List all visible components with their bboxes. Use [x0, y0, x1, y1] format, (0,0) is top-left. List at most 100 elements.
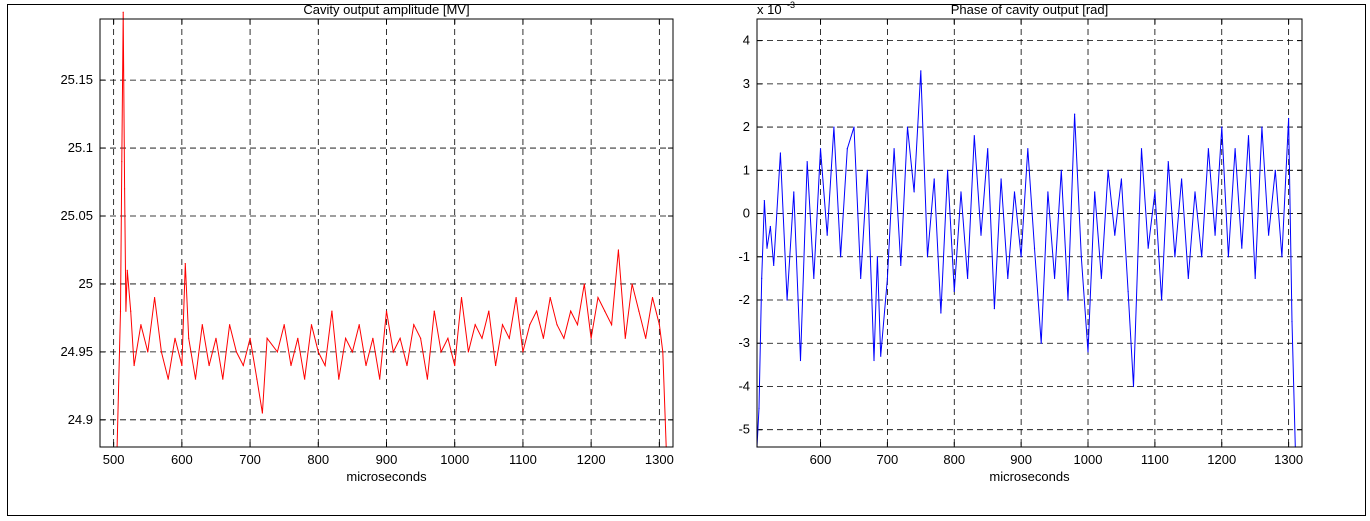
data-point: [508, 337, 510, 339]
x-tick-label: 900: [376, 452, 398, 467]
data-point: [413, 324, 415, 326]
data-point: [960, 191, 962, 193]
x-tick-label: 1200: [1207, 452, 1236, 467]
axis-exponent-label: x 10: [757, 2, 782, 17]
x-tick-label: 1200: [577, 452, 606, 467]
data-point: [426, 378, 429, 380]
data-point: [645, 337, 647, 339]
data-point: [529, 324, 531, 326]
data-point: [549, 296, 551, 299]
data-point: [940, 312, 942, 314]
data-point: [846, 148, 848, 150]
data-point: [1234, 148, 1236, 150]
data-point: [839, 256, 842, 258]
data-point: [583, 283, 585, 285]
data-point: [1047, 191, 1049, 193]
y-tick-label: 25: [79, 276, 93, 291]
data-point: [1100, 277, 1102, 279]
data-point: [140, 324, 142, 326]
data-point: [1033, 247, 1036, 249]
data-point: [1020, 256, 1022, 258]
data-point: [447, 337, 449, 339]
data-point: [1080, 256, 1082, 258]
data-point: [256, 378, 258, 380]
data-point: [365, 364, 367, 367]
x-tick-label: 600: [171, 452, 193, 467]
data-point: [813, 277, 815, 279]
data-point: [331, 310, 333, 312]
data-point: [799, 359, 802, 362]
data-point: [1247, 135, 1250, 137]
data-point: [379, 378, 381, 380]
y-tick-label: 25.05: [60, 208, 93, 223]
data-point: [266, 337, 268, 339]
data-point: [406, 364, 408, 367]
data-point: [624, 337, 626, 339]
data-point: [1127, 290, 1129, 292]
data-point: [1132, 385, 1135, 388]
data-point: [1154, 191, 1156, 193]
data-point: [763, 199, 765, 202]
data-point: [1094, 191, 1096, 193]
data-point: [167, 378, 169, 380]
data-point: [147, 351, 149, 353]
data-point: [351, 351, 353, 353]
y-tick-label: 3: [743, 76, 750, 91]
y-tick-label: 25.1: [68, 140, 93, 155]
y-tick-label: -4: [738, 378, 750, 393]
data-point: [1053, 277, 1056, 279]
data-point: [597, 296, 599, 299]
phase-plot: 600 700 800 900 1000 1100 1200 1300 -5 -4 -3 -2 -1 0 1…: [738, 0, 1303, 484]
data-point: [1000, 178, 1002, 180]
data-point: [651, 296, 654, 299]
data-point: [261, 412, 263, 414]
data-point: [229, 324, 231, 326]
data-point: [570, 310, 572, 312]
x-tick-label: 700: [877, 452, 899, 467]
data-point: [1288, 117, 1290, 120]
data-point: [1120, 178, 1123, 180]
data-point: [338, 378, 340, 380]
data-point: [488, 310, 490, 312]
x-tick-label: 1000: [440, 452, 469, 467]
x-tick-label: 1000: [1074, 452, 1103, 467]
x-tick-label: 1300: [645, 452, 674, 467]
data-point: [1167, 161, 1169, 163]
data-point: [1207, 148, 1209, 150]
x-tick-label: 800: [943, 452, 965, 467]
data-point: [1221, 126, 1223, 128]
data-point: [440, 351, 442, 353]
data-point: [344, 337, 347, 339]
y-tick-label: 25.15: [60, 72, 93, 87]
data-point: [1194, 191, 1196, 193]
x-tick-label: 1100: [509, 452, 537, 467]
data-point: [866, 169, 868, 171]
data-point: [522, 351, 524, 353]
data-point: [793, 191, 795, 193]
data-point: [662, 351, 664, 353]
data-point: [181, 364, 183, 367]
data-point: [122, 11, 124, 13]
data-point: [1060, 169, 1062, 171]
data-point: [604, 310, 606, 312]
y-tick-label: 2: [743, 119, 750, 134]
data-point: [495, 364, 497, 367]
data-point: [946, 169, 949, 171]
data-point: [460, 296, 463, 299]
data-point: [125, 310, 127, 312]
data-point: [420, 337, 422, 339]
plot-border: [99, 18, 674, 448]
data-point: [1174, 256, 1176, 258]
plot-area: [756, 18, 1303, 448]
data-point: [1241, 247, 1243, 249]
data-point: [876, 256, 878, 258]
data-point: [119, 310, 122, 312]
data-point: [1261, 126, 1263, 128]
data-point: [133, 364, 135, 367]
y-tick-label: 0: [743, 206, 750, 221]
data-point: [967, 277, 969, 279]
data-point: [304, 378, 306, 380]
data-point: [953, 290, 955, 292]
data-point: [761, 277, 763, 279]
data-point: [1040, 342, 1042, 344]
